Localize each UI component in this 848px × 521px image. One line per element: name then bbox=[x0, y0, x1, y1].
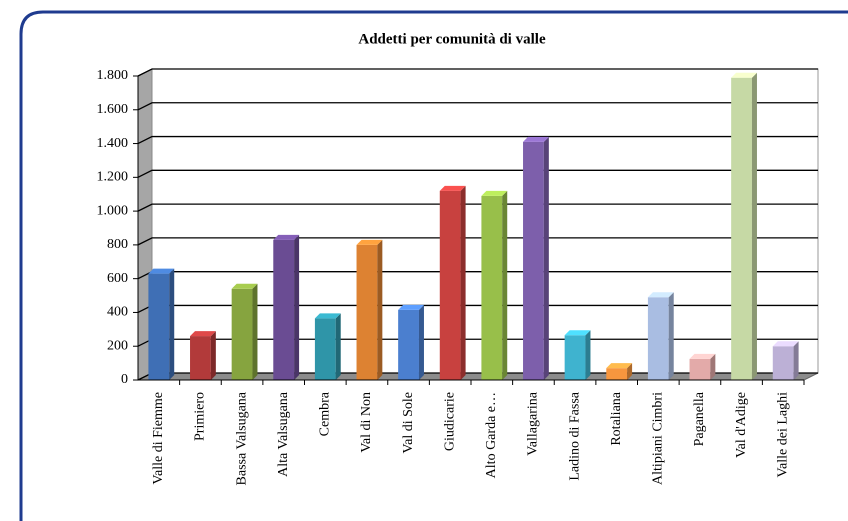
y-tick-label: 200 bbox=[107, 338, 128, 353]
x-tick-label: Altipiani Cimbri bbox=[651, 392, 666, 485]
bar bbox=[647, 292, 674, 380]
bar-top bbox=[523, 136, 549, 142]
bar-front bbox=[772, 346, 794, 380]
y-tick-label: 0 bbox=[121, 372, 128, 387]
bar-top bbox=[314, 313, 341, 319]
x-tick-label: Valle dei Laghi bbox=[775, 392, 790, 478]
bar bbox=[148, 268, 175, 380]
bar bbox=[606, 363, 633, 380]
bar-front bbox=[564, 335, 586, 380]
bar bbox=[356, 239, 383, 380]
bar bbox=[398, 304, 424, 380]
bar-front bbox=[439, 190, 461, 380]
bar-top bbox=[398, 304, 424, 310]
grid-line bbox=[137, 169, 818, 178]
bar-top bbox=[606, 363, 633, 369]
chart-title: Addetti per comunità di valle bbox=[358, 31, 546, 47]
y-tick-label: 1.000 bbox=[97, 203, 129, 218]
bar-top bbox=[772, 341, 799, 347]
x-tick-label: Vallagarina bbox=[526, 391, 541, 456]
bar-front bbox=[481, 195, 503, 380]
x-tick-label: Valle di Fiemme bbox=[151, 392, 166, 485]
bar-top bbox=[231, 283, 258, 289]
bar bbox=[231, 283, 258, 380]
bar-side bbox=[169, 268, 175, 380]
x-tick-label: Val di Sole bbox=[401, 392, 416, 453]
x-tick-label: Giudicarie bbox=[442, 392, 457, 451]
x-tick-label: Ladino di Fassa bbox=[567, 391, 582, 480]
bar bbox=[439, 185, 466, 380]
x-tick-label: Alta Valsugana bbox=[276, 391, 291, 477]
bar-front bbox=[273, 239, 295, 380]
bar-side bbox=[502, 190, 508, 380]
y-tick-label: 1.800 bbox=[97, 68, 129, 83]
bar-front bbox=[314, 318, 336, 380]
x-tick-label: Primiero bbox=[193, 392, 208, 441]
bar-side bbox=[751, 72, 757, 380]
grid-line bbox=[137, 203, 818, 212]
x-tick-label: Alto Garda e… bbox=[484, 392, 499, 478]
bar-top bbox=[273, 234, 300, 240]
y-tick-label: 1.200 bbox=[97, 170, 129, 185]
bar-side bbox=[210, 331, 216, 380]
bar-side bbox=[335, 313, 341, 380]
bar-front bbox=[523, 141, 544, 380]
bar-side bbox=[710, 353, 716, 380]
bar-top bbox=[564, 330, 591, 336]
bar-side bbox=[793, 341, 799, 380]
bar-front bbox=[231, 288, 253, 380]
bar-front bbox=[190, 336, 211, 380]
bar-top bbox=[647, 292, 674, 298]
bar bbox=[564, 330, 591, 380]
x-tick-label: Val di Non bbox=[359, 392, 374, 453]
y-tick-label: 400 bbox=[107, 305, 128, 320]
bar bbox=[481, 190, 508, 380]
bar bbox=[731, 72, 757, 380]
bar-top bbox=[481, 190, 508, 196]
bar bbox=[314, 313, 341, 380]
bar-top bbox=[731, 72, 757, 78]
x-tick-label: Val d'Adige bbox=[734, 392, 749, 458]
bar-top bbox=[356, 239, 383, 245]
bar-side bbox=[543, 136, 549, 380]
x-tick-label: Cembra bbox=[318, 391, 333, 436]
bar bbox=[689, 353, 716, 380]
x-tick-label: Rotaliana bbox=[609, 391, 624, 445]
bar-front bbox=[731, 77, 752, 380]
bar-side bbox=[252, 283, 258, 380]
bar-top bbox=[689, 353, 716, 359]
bar bbox=[523, 136, 549, 380]
bar-top bbox=[148, 268, 175, 274]
bar-side bbox=[294, 234, 300, 380]
bar-top bbox=[190, 331, 216, 337]
bar-side bbox=[460, 185, 466, 380]
bar-side bbox=[377, 239, 383, 380]
bar-front bbox=[606, 368, 628, 380]
bar-front bbox=[398, 309, 419, 380]
bar-side bbox=[627, 363, 633, 380]
bar-front bbox=[689, 358, 711, 380]
bar bbox=[190, 331, 216, 380]
bar bbox=[772, 341, 799, 380]
grid-line bbox=[137, 102, 818, 111]
bar-side bbox=[585, 330, 591, 380]
bar bbox=[273, 234, 300, 380]
y-tick-label: 800 bbox=[107, 237, 128, 252]
bar-side bbox=[668, 292, 674, 380]
grid-line bbox=[137, 237, 818, 246]
y-tick-label: 1.600 bbox=[97, 102, 129, 117]
x-tick-label: Bassa Valsugana bbox=[234, 391, 249, 485]
x-tick-label: Paganella bbox=[692, 391, 707, 446]
y-tick-label: 600 bbox=[107, 271, 128, 286]
bar-front bbox=[148, 273, 170, 380]
grid-line bbox=[137, 135, 818, 145]
bar-side bbox=[418, 304, 424, 380]
bar-top bbox=[439, 185, 466, 191]
grid-line bbox=[137, 68, 818, 77]
frame bbox=[19, 10, 848, 521]
bar-front bbox=[356, 244, 378, 380]
bar-front bbox=[647, 297, 669, 380]
y-tick-label: 1.400 bbox=[97, 136, 129, 151]
